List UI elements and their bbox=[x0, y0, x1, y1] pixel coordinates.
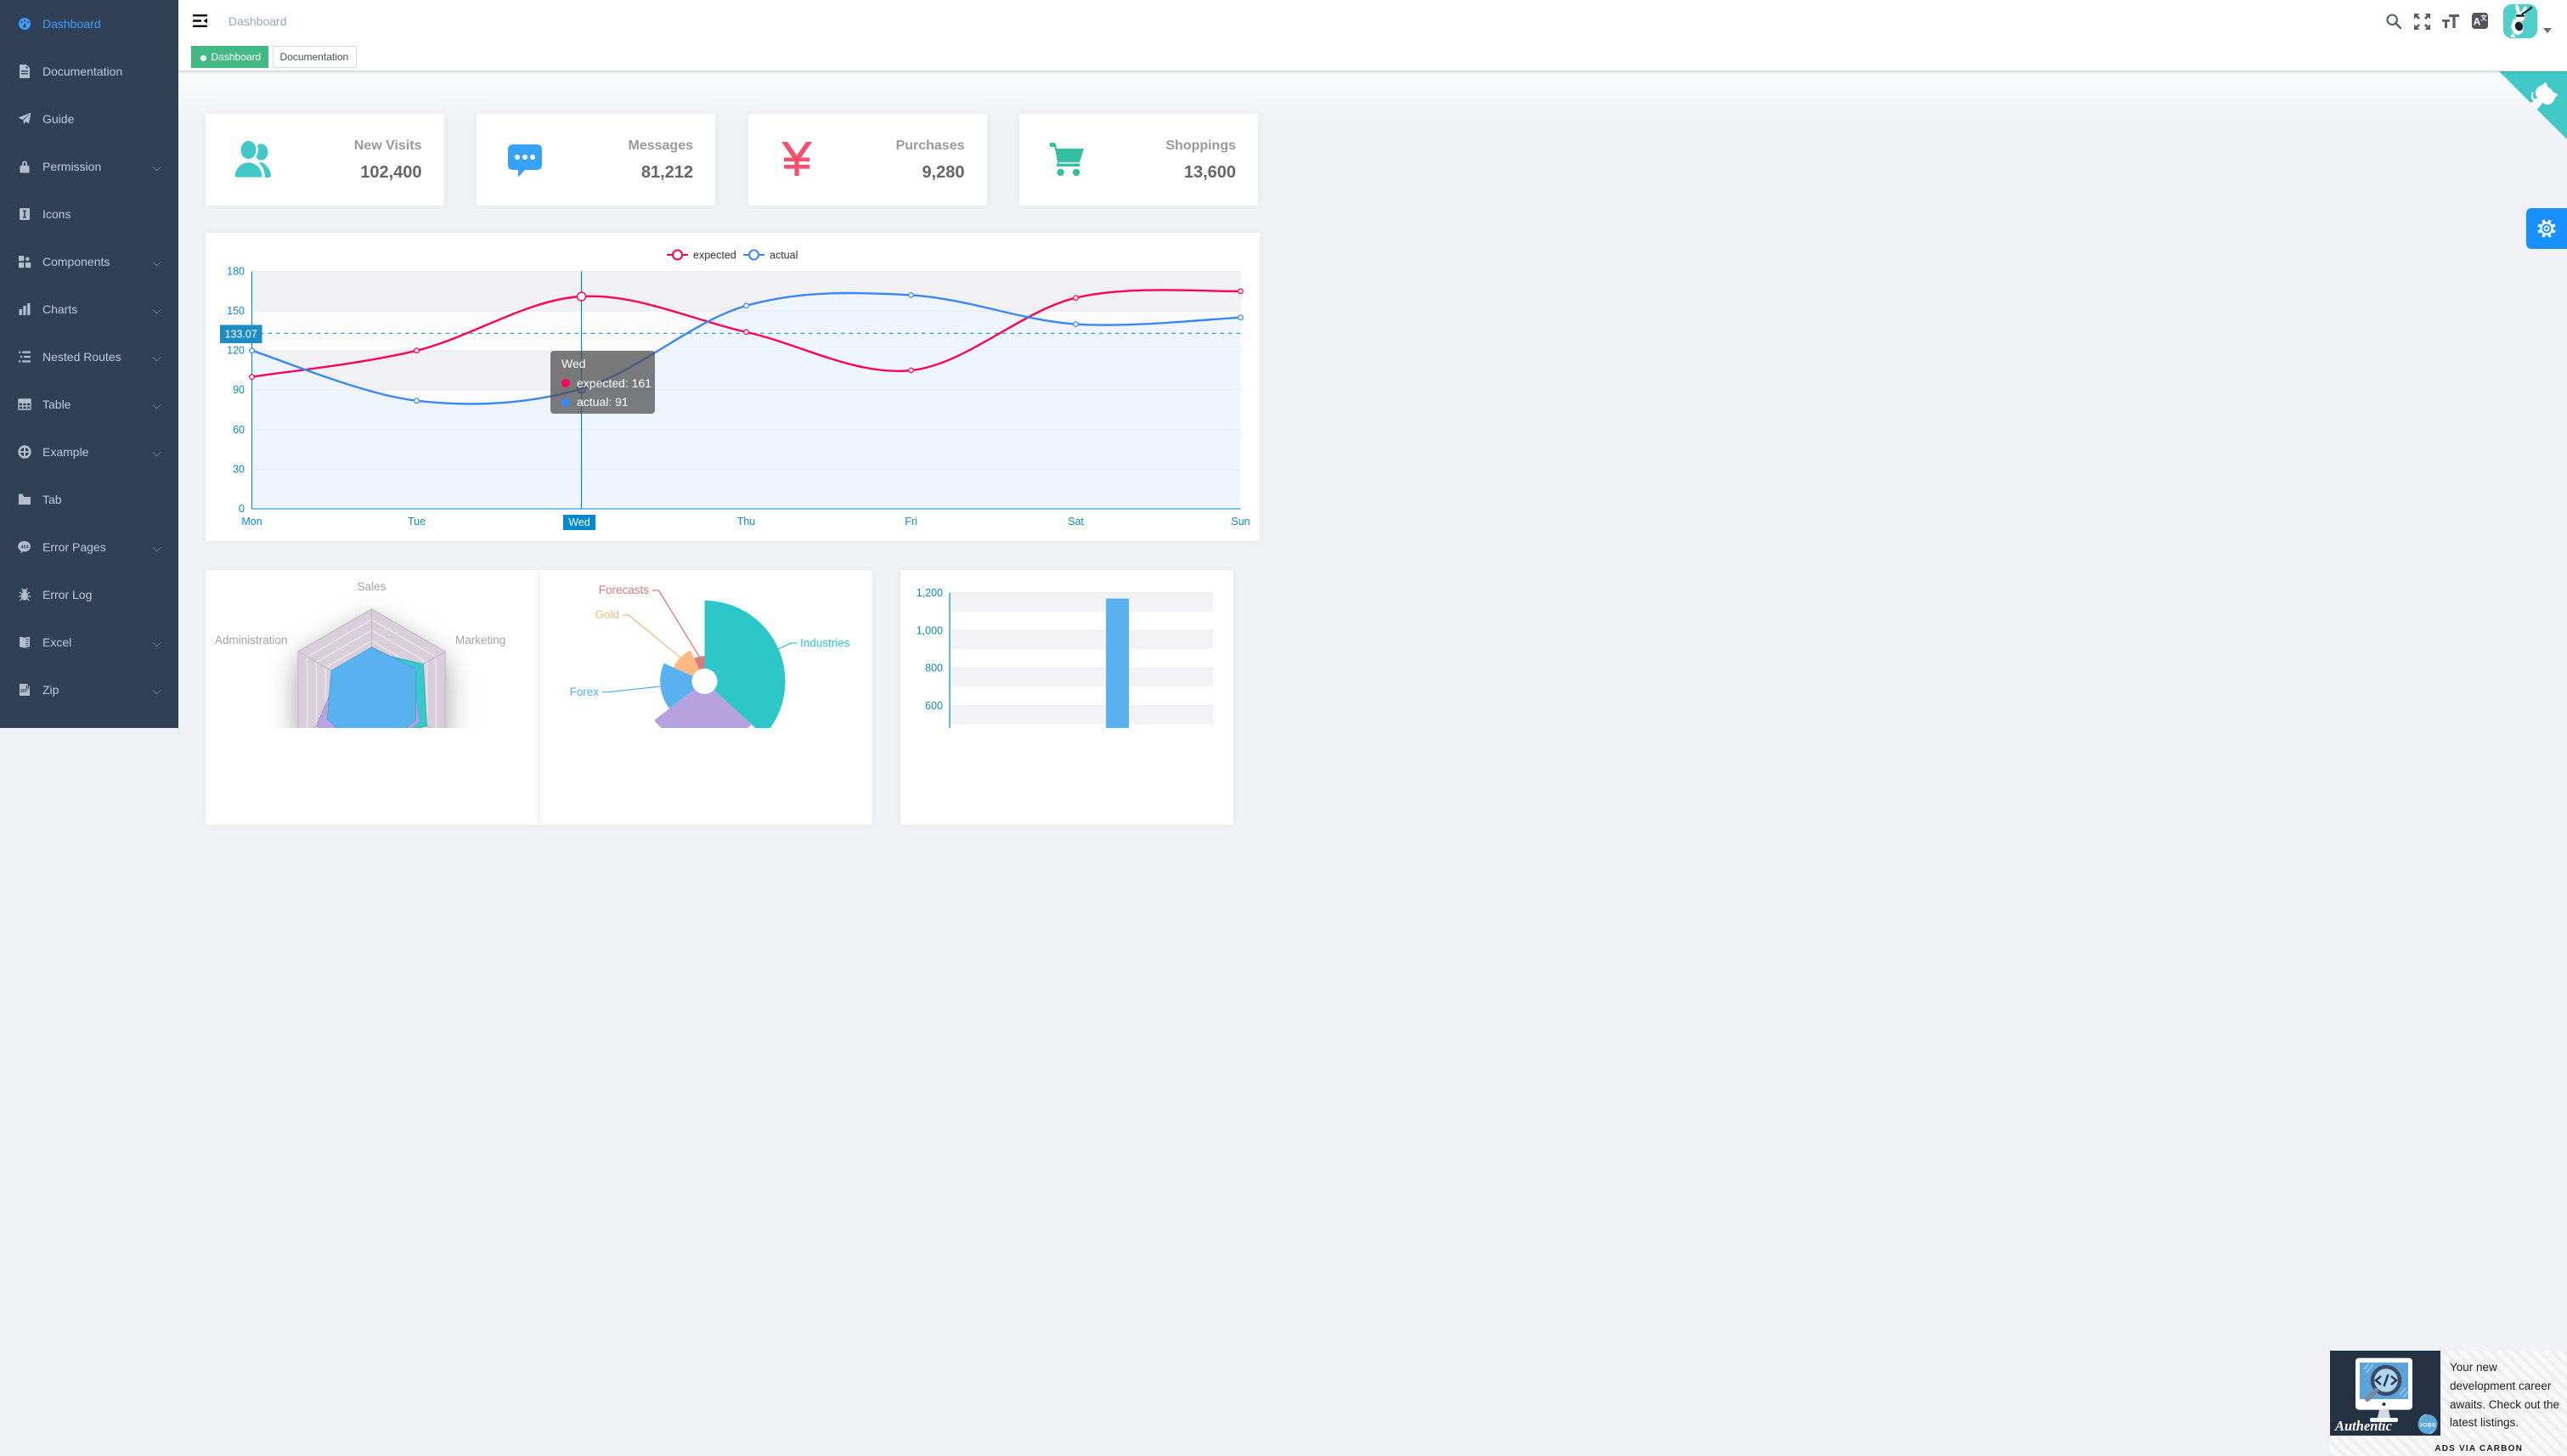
svg-text:Sun: Sun bbox=[1231, 516, 1250, 528]
svg-text:150: 150 bbox=[227, 305, 245, 317]
svg-text:Authentic: Authentic bbox=[2334, 1418, 2393, 1434]
svg-text:0: 0 bbox=[239, 503, 245, 515]
svg-text:30: 30 bbox=[233, 463, 245, 475]
svg-text:Wed: Wed bbox=[568, 516, 590, 528]
svg-text:180: 180 bbox=[227, 266, 245, 278]
svg-text:文: 文 bbox=[2480, 14, 2487, 22]
svg-text:Forecasts: Forecasts bbox=[599, 584, 650, 596]
svg-text:Gold: Gold bbox=[595, 608, 619, 621]
svg-text:60: 60 bbox=[233, 424, 245, 436]
svg-text:Forex: Forex bbox=[569, 686, 599, 698]
svg-text:120: 120 bbox=[227, 345, 245, 357]
svg-text:404: 404 bbox=[21, 545, 29, 550]
svg-text:expected: expected bbox=[693, 250, 736, 262]
svg-text:Sat: Sat bbox=[1068, 516, 1084, 528]
svg-text:Marketing: Marketing bbox=[455, 634, 505, 646]
svg-text:800: 800 bbox=[925, 663, 943, 674]
svg-text:Thu: Thu bbox=[736, 516, 755, 528]
svg-text:600: 600 bbox=[925, 700, 943, 712]
svg-text:Fri: Fri bbox=[905, 516, 917, 528]
svg-text:A: A bbox=[2474, 16, 2481, 28]
svg-text:Administration: Administration bbox=[214, 634, 287, 646]
svg-text:actual: actual bbox=[770, 250, 798, 262]
svg-text:1,200: 1,200 bbox=[917, 587, 943, 599]
svg-text:Tue: Tue bbox=[407, 516, 425, 528]
svg-text:1,000: 1,000 bbox=[917, 624, 943, 636]
svg-text:Industries: Industries bbox=[800, 637, 850, 650]
svg-text:Mon: Mon bbox=[241, 516, 262, 528]
svg-text:133.07: 133.07 bbox=[224, 329, 257, 341]
svg-text:JOBS: JOBS bbox=[2419, 1423, 2436, 1429]
svg-text:90: 90 bbox=[233, 384, 245, 396]
svg-text:Sales: Sales bbox=[357, 580, 386, 593]
svg-text:ZIP: ZIP bbox=[20, 689, 27, 694]
